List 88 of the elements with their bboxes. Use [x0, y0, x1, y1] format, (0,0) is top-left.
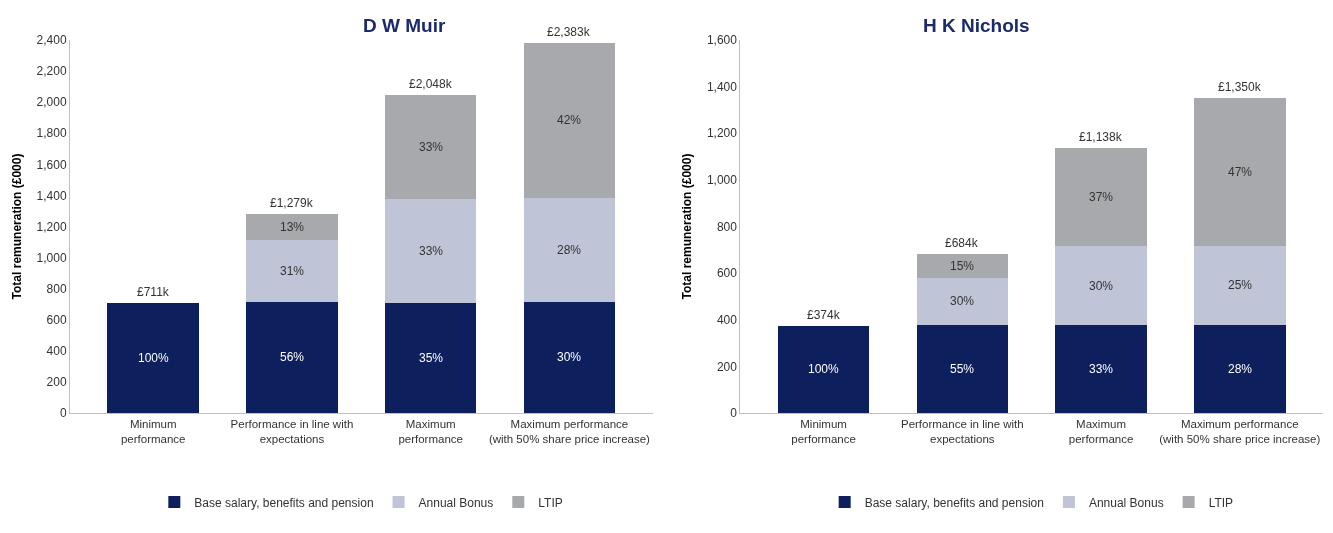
y-tick-label: 800 [716, 219, 738, 234]
y-tick-label: 400 [46, 344, 67, 359]
annotation: 37% [1089, 190, 1114, 204]
annotation: 100% [138, 351, 170, 365]
annotation: 13% [280, 220, 305, 234]
y-tick-label: 200 [46, 375, 67, 390]
bar [1193, 324, 1286, 413]
bar [1193, 98, 1286, 247]
bar [384, 198, 477, 303]
y-tick-label: 1,600 [36, 157, 67, 172]
annotation: 33% [419, 244, 444, 258]
y-tick-label: 1,400 [706, 79, 738, 94]
x-tick-label: Minimum performance [791, 417, 856, 445]
y-tick-label: 0 [730, 406, 738, 421]
bar [1055, 245, 1147, 326]
legend-label: Base salary, benefits and pension [194, 495, 374, 510]
annotation: 15% [950, 259, 975, 273]
y-tick-label: 1,400 [36, 188, 67, 203]
bar [523, 301, 616, 413]
bar [384, 302, 477, 413]
bar [246, 301, 338, 413]
x-tick-label: Minimum performance [120, 417, 186, 445]
annotation: 31% [280, 264, 305, 278]
annotation: 47% [1228, 165, 1253, 179]
legend-label: Annual Bonus [418, 495, 494, 510]
y-tick-label: 600 [716, 266, 738, 281]
annotation: 30% [950, 294, 975, 308]
y-tick-label: 400 [716, 312, 738, 327]
annotation: 55% [950, 362, 975, 376]
bar [384, 94, 477, 199]
x-tick-label: Maximum performance [398, 417, 463, 445]
bar [523, 198, 616, 302]
x-tick-label: Performance in line with expectations [230, 417, 354, 445]
bar [916, 277, 1009, 326]
annotation: 30% [1089, 279, 1114, 293]
x-tick-label: Maximum performance [1068, 417, 1134, 445]
x-tick-label: Performance in line with expectations [900, 417, 1024, 445]
y-axis-title: Total remuneration (£000) [9, 153, 24, 300]
total-label: £1,138k [1079, 130, 1123, 144]
total-label: £711k [137, 285, 170, 299]
x-tick-label: Maximum performance (with 50% share price increase) [488, 417, 651, 445]
legend-label: LTIP [538, 495, 563, 510]
total-label: £2,048k [409, 77, 453, 91]
bar [246, 214, 338, 241]
bar [523, 42, 616, 199]
legend-label: Annual Bonus [1088, 495, 1164, 510]
y-tick-label: 2,000 [36, 95, 67, 110]
y-tick-label: 0 [59, 406, 67, 421]
bar [107, 302, 200, 413]
bar [916, 325, 1009, 413]
y-tick-label: 2,200 [36, 64, 67, 79]
bar [777, 325, 870, 413]
annotation: 42% [557, 113, 582, 127]
annotation: 28% [1228, 362, 1253, 376]
y-axis-title: Total remuneration (£000) [680, 153, 695, 300]
total-label: £1,279k [270, 196, 314, 210]
annotation: 100% [808, 362, 840, 376]
y-tick-label: 2,400 [36, 33, 67, 48]
y-tick-label: 1,600 [706, 33, 738, 48]
bar [246, 240, 338, 302]
legend-label: LTIP [1208, 495, 1234, 510]
bar [1055, 147, 1147, 246]
annotation: 33% [419, 140, 444, 154]
y-tick-label: 1,200 [36, 219, 67, 234]
y-tick-label: 1,000 [36, 250, 67, 265]
annotation: 56% [280, 350, 305, 364]
total-label: £2,383k [547, 25, 591, 39]
total-label: £684k [945, 236, 979, 250]
bar [1193, 246, 1286, 325]
chart-title: H K Nichols [923, 15, 1030, 36]
y-tick-label: 600 [46, 312, 67, 327]
x-tick-label: Maximum performance (with 50% share price increase) [1159, 417, 1321, 445]
annotation: 35% [419, 351, 444, 365]
total-label: £1,350k [1218, 80, 1262, 94]
bar [1055, 325, 1147, 413]
annotation: 30% [557, 350, 582, 364]
y-tick-label: 800 [46, 281, 67, 296]
y-tick-label: 200 [716, 359, 738, 374]
y-tick-label: 1,000 [706, 173, 738, 188]
y-tick-label: 1,800 [36, 126, 67, 141]
legend-label: Base salary, benefits and pension [864, 495, 1044, 510]
y-tick-label: 1,200 [706, 126, 738, 141]
total-label: £374k [807, 308, 841, 322]
annotation: 25% [1228, 278, 1253, 292]
annotation: 33% [1089, 362, 1114, 376]
chart-title: D W Muir [363, 15, 446, 36]
annotation: 28% [557, 243, 582, 257]
bar [916, 253, 1009, 278]
